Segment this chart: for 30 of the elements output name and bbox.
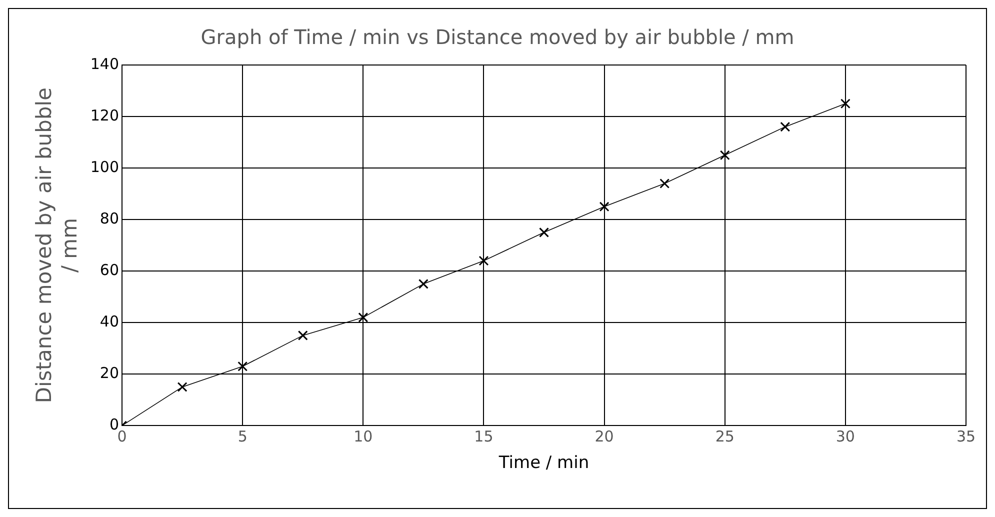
point bbox=[660, 178, 670, 188]
x-tick-label: 25 bbox=[715, 427, 734, 446]
y-tick-label: 40 bbox=[100, 312, 120, 330]
y-tick-label: 120 bbox=[90, 106, 120, 124]
y-tick-label: 0 bbox=[109, 415, 120, 434]
point bbox=[539, 227, 550, 238]
point bbox=[840, 98, 850, 109]
y-tick-label: 20 bbox=[100, 364, 120, 382]
chart-title: Graph of Time / min vs Distance moved by air bubble / mm bbox=[200, 25, 794, 50]
point bbox=[418, 278, 428, 289]
x-tick-label: 5 bbox=[238, 427, 248, 446]
y-tick-label: 140 bbox=[90, 54, 120, 73]
y-tick-label: 100 bbox=[90, 158, 120, 176]
point bbox=[298, 330, 308, 340]
y-tick-label: 60 bbox=[100, 260, 120, 279]
point bbox=[720, 150, 730, 160]
x-tick-label: 20 bbox=[594, 427, 614, 446]
y-axis-title: Distance moved by air bubble / mm bbox=[32, 87, 82, 404]
y-tick-label: 80 bbox=[100, 209, 120, 228]
x-tick-label: 35 bbox=[956, 427, 976, 446]
point bbox=[599, 202, 610, 212]
x-tick-label: 15 bbox=[474, 427, 494, 446]
x-axis-title: Time / min bbox=[498, 453, 590, 474]
point bbox=[177, 382, 188, 392]
x-tick-label: 10 bbox=[354, 427, 373, 446]
point bbox=[780, 122, 790, 132]
point bbox=[238, 361, 248, 372]
point bbox=[358, 312, 368, 322]
point bbox=[478, 256, 489, 266]
x-tick-label: 30 bbox=[836, 427, 855, 446]
